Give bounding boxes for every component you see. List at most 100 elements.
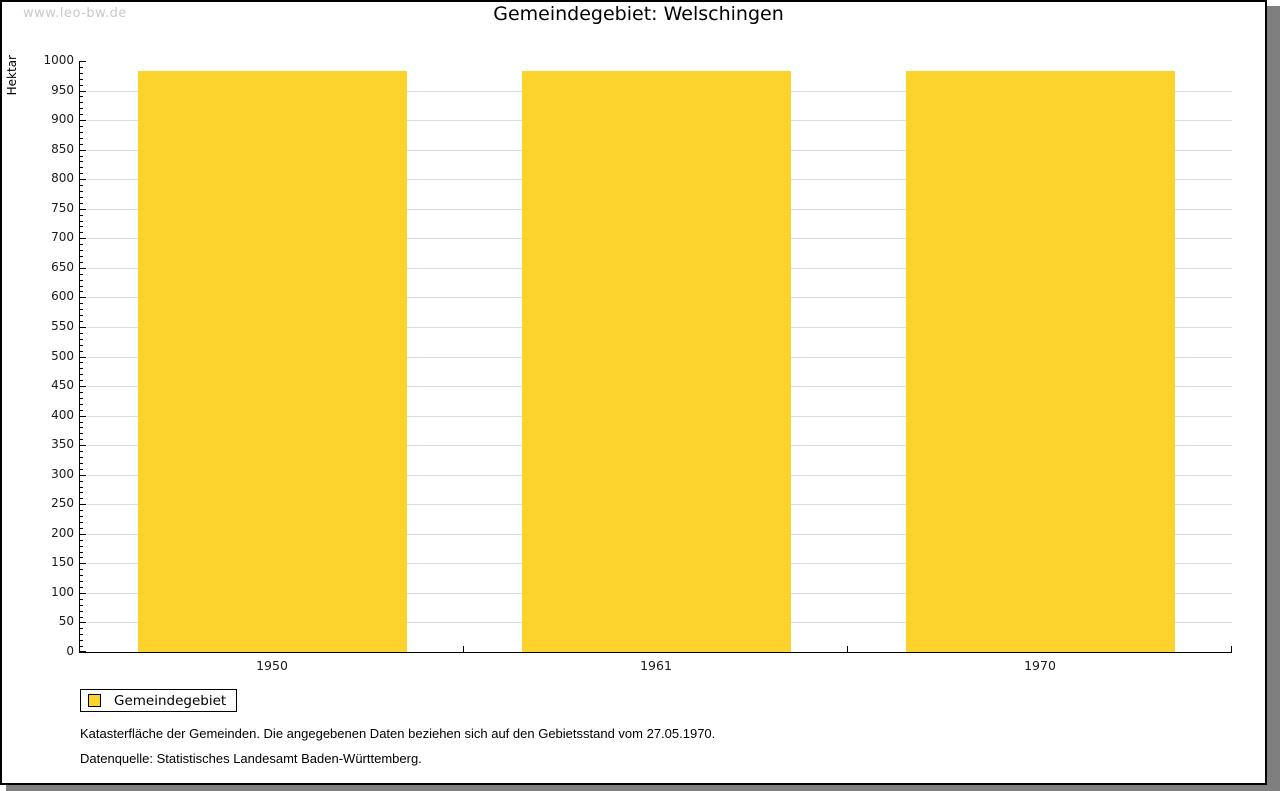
y-tick-minor — [80, 492, 83, 493]
y-tick-minor — [80, 215, 83, 216]
y-tick-minor — [80, 244, 83, 245]
y-tick-minor — [80, 221, 83, 222]
y-tick-major — [80, 297, 86, 298]
y-tick-major — [80, 416, 86, 417]
y-tick-minor — [80, 463, 83, 464]
y-tick-minor — [80, 528, 83, 529]
y-tick-label: 350 — [51, 437, 74, 451]
y-tick-minor — [80, 487, 83, 488]
y-tick-minor — [80, 333, 83, 334]
x-tick-label: 1970 — [1024, 658, 1056, 673]
y-tick-minor — [80, 481, 83, 482]
y-tick-minor — [80, 73, 83, 74]
y-tick-minor — [80, 546, 83, 547]
y-tick-minor — [80, 274, 83, 275]
y-tick-label: 200 — [51, 526, 74, 540]
y-tick-label: 800 — [51, 171, 74, 185]
y-tick-major — [80, 357, 86, 358]
y-tick-minor — [80, 404, 83, 405]
y-tick-minor — [80, 339, 83, 340]
y-tick-minor — [80, 250, 83, 251]
y-tick-minor — [80, 114, 83, 115]
y-tick-minor — [80, 581, 83, 582]
y-tick-minor — [80, 540, 83, 541]
x-tick-label: 1950 — [256, 658, 288, 673]
footnote-source-note: Katasterfläche der Gemeinden. Die angege… — [80, 726, 716, 741]
y-tick-minor — [80, 85, 83, 86]
bar-1950 — [137, 71, 407, 652]
y-tick-minor — [80, 433, 83, 434]
y-tick-minor — [80, 362, 83, 363]
y-tick-minor — [80, 368, 83, 369]
y-tick-minor — [80, 197, 83, 198]
y-tick-label: 100 — [51, 585, 74, 599]
y-tick-label: 650 — [51, 260, 74, 274]
y-tick-minor — [80, 96, 83, 97]
y-tick-minor — [80, 599, 83, 600]
y-tick-major — [80, 386, 86, 387]
y-tick-label: 50 — [58, 614, 74, 628]
y-tick-minor — [80, 422, 83, 423]
y-tick-minor — [80, 398, 83, 399]
y-tick-major — [80, 622, 86, 623]
y-tick-major — [80, 475, 86, 476]
y-tick-minor — [80, 498, 83, 499]
y-tick-major — [80, 268, 86, 269]
footnote-data-source: Datenquelle: Statistisches Landesamt Bad… — [80, 751, 422, 766]
bar-1970 — [905, 71, 1175, 652]
y-tick-minor — [80, 634, 83, 635]
y-tick-minor — [80, 611, 83, 612]
y-tick-label: 400 — [51, 408, 74, 422]
y-tick-major — [80, 179, 86, 180]
y-tick-minor — [80, 587, 83, 588]
legend-swatch-icon — [88, 694, 101, 707]
y-tick-minor — [80, 552, 83, 553]
y-tick-minor — [80, 510, 83, 511]
x-boundary-tick — [847, 646, 848, 652]
y-tick-major — [80, 209, 86, 210]
y-tick-label: 700 — [51, 230, 74, 244]
y-tick-minor — [80, 321, 83, 322]
y-tick-minor — [80, 144, 83, 145]
y-tick-minor — [80, 262, 83, 263]
y-tick-label: 900 — [51, 112, 74, 126]
bar-1961 — [521, 71, 791, 652]
y-tick-minor — [80, 351, 83, 352]
x-tick-label: 1961 — [640, 658, 672, 673]
y-tick-minor — [80, 522, 83, 523]
y-tick-major — [80, 120, 86, 121]
y-tick-minor — [80, 451, 83, 452]
y-tick-label: 0 — [66, 644, 74, 658]
x-boundary-tick — [463, 646, 464, 652]
y-tick-major — [80, 445, 86, 446]
y-tick-minor — [80, 167, 83, 168]
y-tick-minor — [80, 191, 83, 192]
y-tick-minor — [80, 439, 83, 440]
y-tick-minor — [80, 79, 83, 80]
y-tick-label: 150 — [51, 555, 74, 569]
y-tick-minor — [80, 173, 83, 174]
y-tick-minor — [80, 303, 83, 304]
y-tick-minor — [80, 427, 83, 428]
y-tick-minor — [80, 410, 83, 411]
y-tick-minor — [80, 516, 83, 517]
y-tick-label: 500 — [51, 349, 74, 363]
chart-title: Gemeindegebiet: Welschingen — [493, 3, 784, 25]
y-tick-label: 600 — [51, 289, 74, 303]
y-tick-minor — [80, 605, 83, 606]
y-tick-minor — [80, 226, 83, 227]
y-tick-minor — [80, 256, 83, 257]
y-tick-major — [80, 61, 86, 62]
y-tick-minor — [80, 291, 83, 292]
y-tick-minor — [80, 315, 83, 316]
y-tick-minor — [80, 380, 83, 381]
x-boundary-tick — [1231, 646, 1232, 652]
y-tick-minor — [80, 557, 83, 558]
y-tick-minor — [80, 132, 83, 133]
y-tick-minor — [80, 628, 83, 629]
y-tick-major — [80, 238, 86, 239]
y-tick-minor — [80, 126, 83, 127]
y-tick-label: 250 — [51, 496, 74, 510]
